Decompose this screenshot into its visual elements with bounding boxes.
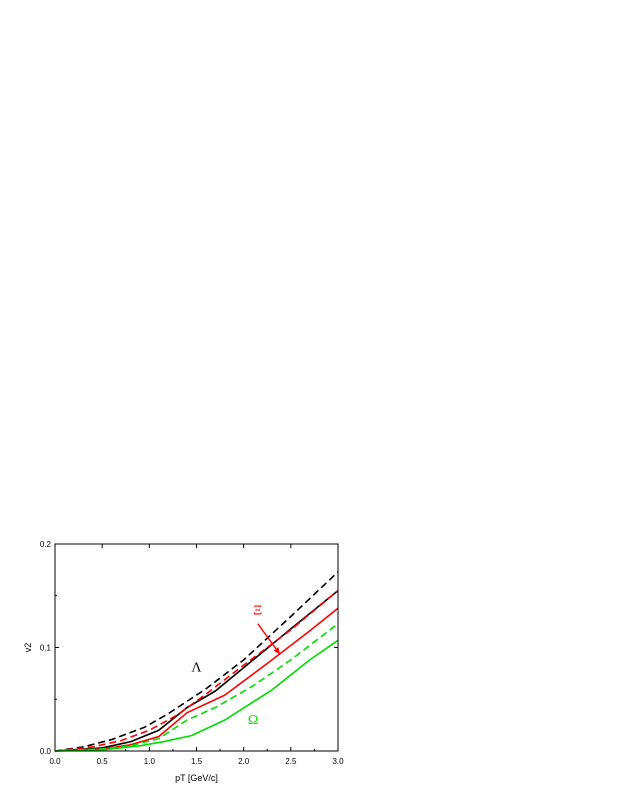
series-line-4 [54, 623, 339, 752]
plot-frame [54, 543, 339, 752]
series-line-2 [54, 589, 339, 752]
series-line-0 [54, 571, 339, 752]
annotation-label-2: Ω [248, 713, 258, 728]
x-tick-label-4: 2.0 [238, 757, 250, 766]
y-axis-title: v2 [23, 643, 33, 653]
x-axis-title: pT [GeV/c] [175, 773, 218, 783]
y-tick-label-1: 0.1 [40, 644, 52, 653]
y-tick-label-0: 0.0 [40, 747, 52, 756]
x-tick-label-6: 3.0 [332, 757, 344, 766]
x-tick-label-1: 0.5 [97, 757, 109, 766]
x-tick-label-5: 2.5 [285, 757, 297, 766]
x-tick-label-3: 1.5 [191, 757, 203, 766]
annotation-arrow [257, 623, 281, 655]
annotation-label-1: Ξ [253, 603, 262, 618]
annotation-label-0: Λ [191, 660, 202, 675]
y-tick-label-2: 0.2 [40, 540, 52, 549]
series-line-3 [54, 607, 339, 752]
series-line-5 [54, 639, 339, 752]
x-tick-label-0: 0.0 [49, 757, 61, 766]
x-tick-label-2: 1.0 [144, 757, 156, 766]
